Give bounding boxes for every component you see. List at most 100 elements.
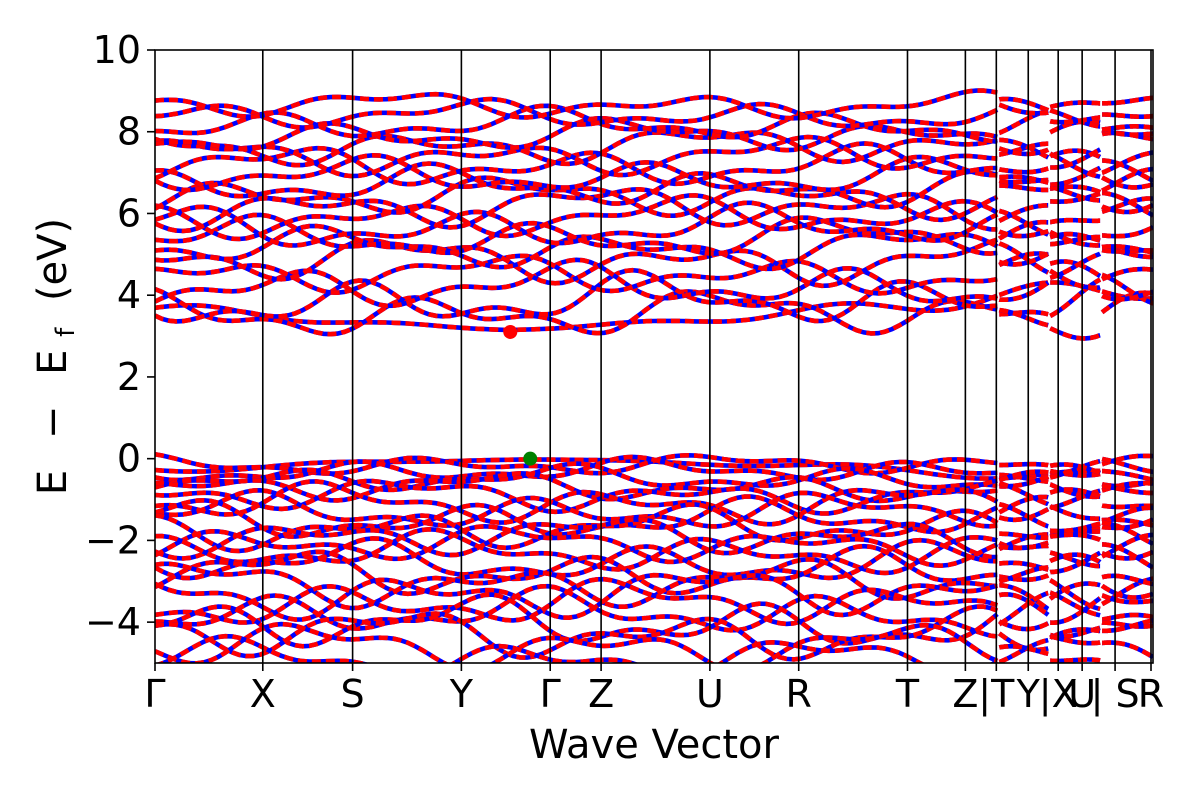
x-tick-label-12: |X	[1039, 672, 1078, 717]
band-v4-seg2-spin-up	[1049, 482, 1101, 500]
band-c0-seg1-spin-up	[998, 280, 1049, 298]
band-c2-seg0-spin-up	[155, 267, 998, 324]
band-v20-seg3-spin-up	[1102, 618, 1153, 634]
band-v12-seg1-spin-up	[998, 543, 1049, 551]
y-label-unit: (eV)	[30, 218, 76, 301]
band-v20-seg2-spin-up	[1049, 627, 1101, 640]
band-c20-seg3-spin-up	[1102, 95, 1153, 106]
band-v7-seg2-spin-up	[1049, 504, 1101, 521]
band-c7-seg1-spin-up	[997, 219, 1049, 241]
band-v11-seg0-spin-up	[155, 523, 999, 569]
band-c12-seg1-spin-up	[998, 177, 1049, 185]
band-c14-seg1-spin-up	[998, 166, 1049, 175]
x-axis-ticks: Γ X S Y Γ Z U R T Z |T Y|XU| SR	[144, 663, 1164, 717]
band-c20-seg0-spin-up	[155, 88, 998, 121]
kpoint-lines	[261, 50, 1152, 663]
band-v8-seg3-spin-up	[1101, 517, 1153, 531]
band-v20-seg0-spin-up	[155, 604, 999, 662]
band-v14-seg3-spin-up	[1100, 583, 1153, 600]
band-v13-seg3-spin-up	[1102, 542, 1153, 570]
band-v14-seg0-spin-up	[155, 543, 998, 597]
band-v22-seg1-spin-up	[998, 644, 1049, 657]
band-c16-seg0-spin-up	[155, 130, 998, 168]
x-tick-label-11: Y	[1016, 672, 1041, 716]
band-c6-seg1-spin-up	[998, 251, 1050, 267]
band-c9-seg0-spin-up	[155, 193, 999, 242]
y-tick-label-3: 2	[117, 355, 141, 399]
band-v21-seg1-spin-up	[998, 637, 1049, 663]
x-tick-label-13: U	[1068, 672, 1096, 716]
y-axis-ticks: −4 −2 0 2 4 6 8 10	[85, 28, 155, 644]
band-v18-seg0-spin-up	[155, 583, 998, 639]
band-v8-seg1-spin-up	[998, 501, 1049, 529]
band-v17-seg2-spin-up	[1048, 581, 1101, 601]
band-v13-seg1-spin-up	[999, 560, 1049, 572]
band-c2-seg3-spin-up	[1101, 272, 1153, 306]
band-c19-seg3-spin-up	[1102, 112, 1153, 119]
band-v18-seg2-spin-up	[1049, 590, 1101, 618]
x-axis-label: Wave Vector	[529, 722, 780, 768]
band-v19-seg3-spin-up	[1101, 620, 1153, 629]
band-c15-seg2-spin-up	[1049, 151, 1101, 179]
band-c17-seg1-spin-up	[998, 146, 1050, 157]
y-label-ef: E	[30, 350, 76, 375]
vbm-marker	[523, 451, 538, 466]
band-v5-seg0-spin-up	[155, 478, 998, 516]
band-c19-seg0-spin-up	[155, 96, 999, 130]
y-label-minus: −	[30, 406, 76, 440]
band-v7-seg0-spin-up	[155, 487, 998, 529]
band-v17-seg3-spin-up	[1101, 593, 1153, 605]
band-c9-seg1-spin-up	[998, 228, 1049, 239]
band-v0-seg3-spin-up	[1102, 468, 1153, 483]
band-v17-seg1-spin-up	[998, 619, 1050, 632]
band-v5-seg1-spin-up	[998, 481, 1050, 507]
y-tick-label-1: −2	[85, 518, 141, 562]
x-tick-label-7: R	[786, 672, 812, 716]
plot-frame	[154, 49, 1154, 664]
y-label-sub: f	[51, 327, 81, 337]
band-c17-seg3-spin-up	[1101, 127, 1153, 137]
band-v16-seg1-spin-up	[999, 582, 1050, 612]
band-c13-seg1-spin-up	[999, 174, 1049, 185]
band-c14-seg3-spin-up	[1101, 175, 1153, 190]
band-c4-seg3-spin-up	[1101, 266, 1153, 282]
band-v0-seg0-spin-up	[155, 457, 998, 481]
band-c19-seg1-spin-up	[998, 96, 1050, 113]
band-c18-seg3-spin-up	[1101, 124, 1153, 132]
band-c7-seg2-spin-up	[1049, 229, 1101, 248]
bands-layer	[155, 88, 1153, 663]
band-v6-seg1-spin-up	[998, 506, 1050, 523]
band-v11-seg1-spin-up	[999, 531, 1049, 541]
extrema-markers	[503, 324, 538, 466]
band-c15-seg0-spin-up	[155, 134, 998, 179]
x-tick-label-5: Z	[588, 672, 614, 716]
band-v11-seg3-spin-up	[1101, 549, 1153, 561]
y-tick-label-4: 4	[117, 273, 141, 317]
y-tick-label-6: 8	[117, 110, 141, 154]
band-v3-seg0-spin-up	[155, 461, 998, 493]
band-c7-seg3-spin-up	[1101, 244, 1153, 255]
band-v6-seg3-spin-up	[1101, 503, 1153, 510]
x-tick-label-3: Y	[449, 672, 474, 716]
band-v8-seg0-spin-up	[155, 494, 999, 539]
band-c2-seg2-spin-up	[1049, 277, 1102, 318]
y-tick-label-5: 6	[117, 191, 141, 235]
x-tick-label-2: S	[341, 672, 365, 716]
band-c5-seg1-spin-up	[998, 241, 1050, 275]
band-v21-seg0-spin-up	[155, 621, 999, 663]
x-tick-label-15: R	[1138, 672, 1164, 716]
band-v10-seg3-spin-up	[1101, 520, 1153, 546]
band-v10-seg1-spin-up	[998, 532, 1049, 552]
band-v7-seg1-spin-up	[998, 494, 1049, 515]
band-v22-seg0-spin-up	[155, 633, 999, 663]
band-c3-seg3-spin-up	[1101, 289, 1153, 302]
band-c5-seg0-spin-up	[155, 237, 999, 289]
band-c11-seg1-spin-up	[999, 183, 1049, 193]
y-tick-label-7: 10	[93, 28, 141, 72]
band-v15-seg0-spin-up	[155, 556, 998, 611]
x-tick-label-10: |T	[978, 672, 1015, 717]
band-c9-seg3-spin-up	[1101, 196, 1153, 214]
band-c1-seg2-spin-up	[1049, 326, 1101, 341]
band-v21-seg3-spin-up	[1102, 640, 1153, 659]
